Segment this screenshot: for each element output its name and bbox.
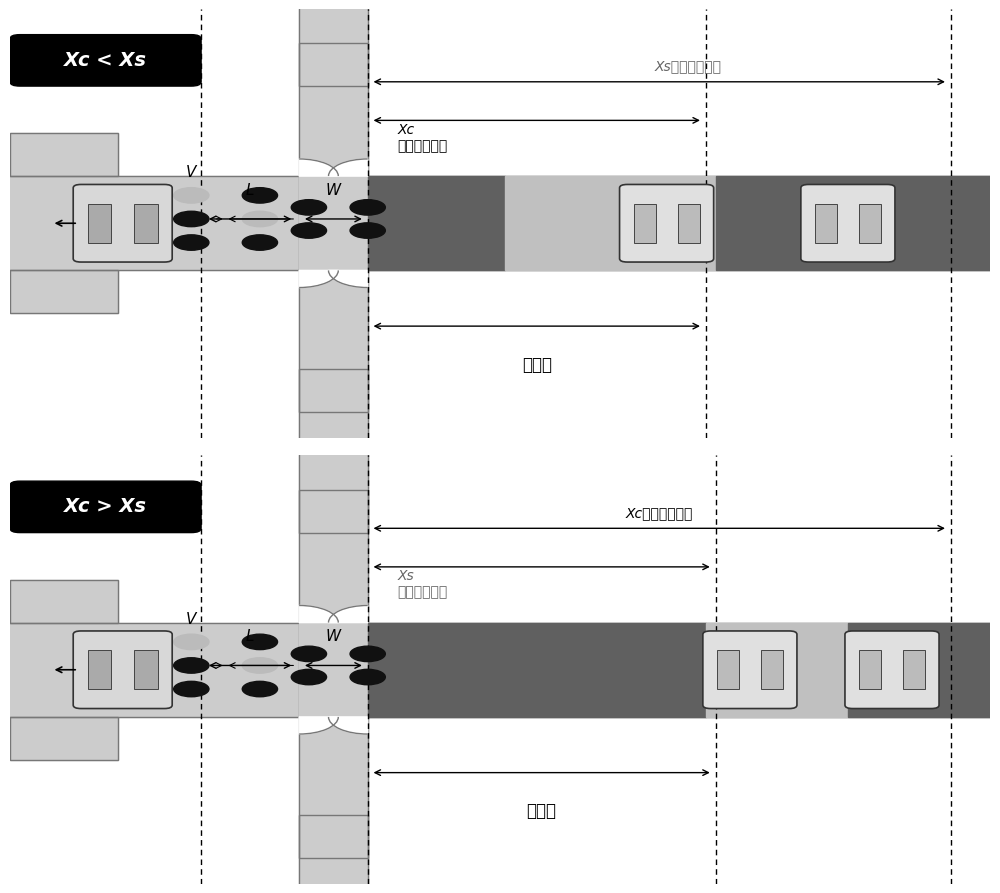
FancyBboxPatch shape — [73, 631, 172, 708]
Circle shape — [291, 670, 327, 685]
Bar — [761, 650, 783, 689]
Bar — [299, 489, 368, 532]
Bar — [299, 43, 368, 86]
Circle shape — [291, 223, 327, 238]
Bar — [299, 369, 368, 412]
Bar — [368, 176, 505, 271]
Bar — [88, 204, 111, 243]
Bar — [299, 815, 368, 858]
Bar — [368, 622, 706, 717]
Circle shape — [350, 647, 385, 662]
Circle shape — [174, 634, 209, 649]
Wedge shape — [328, 271, 368, 288]
Bar — [134, 650, 158, 689]
Circle shape — [350, 670, 385, 685]
FancyBboxPatch shape — [10, 481, 201, 532]
Bar — [10, 271, 118, 313]
Circle shape — [350, 200, 385, 215]
Circle shape — [242, 235, 278, 250]
Bar — [88, 650, 111, 689]
Wedge shape — [328, 605, 368, 622]
Bar — [299, 369, 368, 412]
Bar — [706, 622, 848, 717]
Wedge shape — [299, 717, 338, 734]
Text: Xc > Xs: Xc > Xs — [64, 497, 147, 516]
Text: L: L — [246, 629, 254, 644]
Text: Xc（可以通过）: Xc（可以通过） — [626, 505, 693, 520]
Circle shape — [291, 647, 327, 662]
Wedge shape — [328, 717, 368, 734]
Circle shape — [242, 212, 278, 227]
Bar — [299, 489, 368, 532]
Wedge shape — [299, 159, 338, 176]
Circle shape — [291, 200, 327, 215]
Text: Xs（无法停止）: Xs（无法停止） — [655, 59, 722, 73]
Text: V: V — [186, 612, 196, 627]
Circle shape — [350, 223, 385, 238]
Bar — [134, 204, 158, 243]
Bar — [299, 622, 368, 717]
Bar — [717, 650, 739, 689]
Circle shape — [174, 681, 209, 697]
FancyBboxPatch shape — [703, 631, 797, 708]
Bar — [10, 622, 990, 717]
Text: 两难区: 两难区 — [522, 355, 552, 373]
Circle shape — [174, 235, 209, 250]
Circle shape — [242, 634, 278, 649]
Bar — [10, 271, 118, 313]
Bar — [299, 717, 368, 884]
FancyBboxPatch shape — [845, 631, 939, 708]
FancyBboxPatch shape — [620, 185, 714, 262]
Bar — [299, 815, 368, 858]
FancyBboxPatch shape — [10, 35, 201, 86]
Bar — [10, 133, 118, 176]
Bar — [716, 176, 990, 271]
Bar — [299, 176, 368, 271]
Circle shape — [242, 658, 278, 673]
Bar — [10, 717, 118, 760]
Bar — [10, 580, 118, 622]
Text: Xc
（可以通过）: Xc （可以通过） — [397, 122, 447, 153]
Circle shape — [242, 188, 278, 203]
Text: 两可区: 两可区 — [527, 802, 557, 820]
Circle shape — [174, 212, 209, 227]
Bar — [678, 204, 700, 243]
Bar — [848, 622, 990, 717]
Bar — [634, 204, 656, 243]
Bar — [299, 9, 368, 176]
Text: V: V — [186, 165, 196, 180]
Wedge shape — [299, 605, 338, 622]
Bar — [10, 717, 118, 760]
FancyBboxPatch shape — [73, 185, 172, 262]
Bar — [299, 455, 368, 622]
Text: Xs
（无法停止）: Xs （无法停止） — [397, 569, 447, 599]
Text: W: W — [326, 629, 341, 644]
Bar — [505, 176, 716, 271]
Bar — [815, 204, 837, 243]
Text: Xc < Xs: Xc < Xs — [64, 51, 147, 70]
Bar — [859, 650, 881, 689]
Text: W: W — [326, 182, 341, 197]
Bar — [10, 580, 118, 622]
Bar — [10, 133, 118, 176]
Text: L: L — [246, 182, 254, 197]
Wedge shape — [328, 159, 368, 176]
Circle shape — [174, 658, 209, 673]
Wedge shape — [299, 271, 338, 288]
Bar — [299, 271, 368, 438]
Bar — [903, 650, 925, 689]
Circle shape — [242, 681, 278, 697]
Bar — [859, 204, 881, 243]
Bar — [10, 176, 990, 271]
Bar — [299, 43, 368, 86]
FancyBboxPatch shape — [801, 185, 895, 262]
Circle shape — [174, 188, 209, 203]
